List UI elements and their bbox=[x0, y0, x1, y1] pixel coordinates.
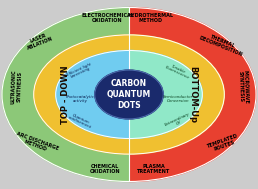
Ellipse shape bbox=[2, 8, 256, 181]
Ellipse shape bbox=[95, 70, 163, 119]
Text: Photocatalytic
activity: Photocatalytic activity bbox=[66, 95, 95, 103]
Text: THERMAL
DECOMPOSITION: THERMAL DECOMPOSITION bbox=[198, 30, 245, 57]
Ellipse shape bbox=[2, 8, 256, 181]
Text: TOP - DOWN: TOP - DOWN bbox=[61, 65, 70, 124]
Text: CHEMICAL
OXIDATION: CHEMICAL OXIDATION bbox=[89, 164, 120, 174]
Text: Efficient light
harvesting: Efficient light harvesting bbox=[66, 62, 94, 80]
Text: Extraordinary
QY: Extraordinary QY bbox=[164, 111, 192, 130]
Ellipse shape bbox=[56, 50, 202, 139]
Text: Quantum
confinement: Quantum confinement bbox=[67, 112, 93, 130]
Text: ARC DISCHARGE
METHOD: ARC DISCHARGE METHOD bbox=[13, 131, 59, 156]
Text: CARBON
QUANTUM
DOTS: CARBON QUANTUM DOTS bbox=[107, 79, 151, 110]
Text: Tunable
Fluorescence: Tunable Fluorescence bbox=[164, 62, 192, 80]
Text: ELECTROCHEMICAL
OXIDATION: ELECTROCHEMICAL OXIDATION bbox=[81, 13, 134, 23]
Text: TEMPLATED
ROUTES: TEMPLATED ROUTES bbox=[207, 133, 241, 154]
Text: BOTTOM-Up: BOTTOM-Up bbox=[188, 66, 197, 123]
Ellipse shape bbox=[56, 50, 202, 139]
Text: MICROWAVE
SYNTHESIS: MICROWAVE SYNTHESIS bbox=[238, 70, 249, 104]
Ellipse shape bbox=[34, 35, 224, 154]
Text: LASER
ABLATION: LASER ABLATION bbox=[24, 31, 54, 51]
Text: HYDROTHERMAL
METHOD: HYDROTHERMAL METHOD bbox=[127, 13, 173, 23]
Text: PLASMA
TREATMENT: PLASMA TREATMENT bbox=[137, 164, 170, 174]
Text: ULTRASONIC
SYNTHESIS: ULTRASONIC SYNTHESIS bbox=[11, 69, 22, 104]
Text: Semiconductor
Conversion: Semiconductor Conversion bbox=[163, 95, 193, 103]
